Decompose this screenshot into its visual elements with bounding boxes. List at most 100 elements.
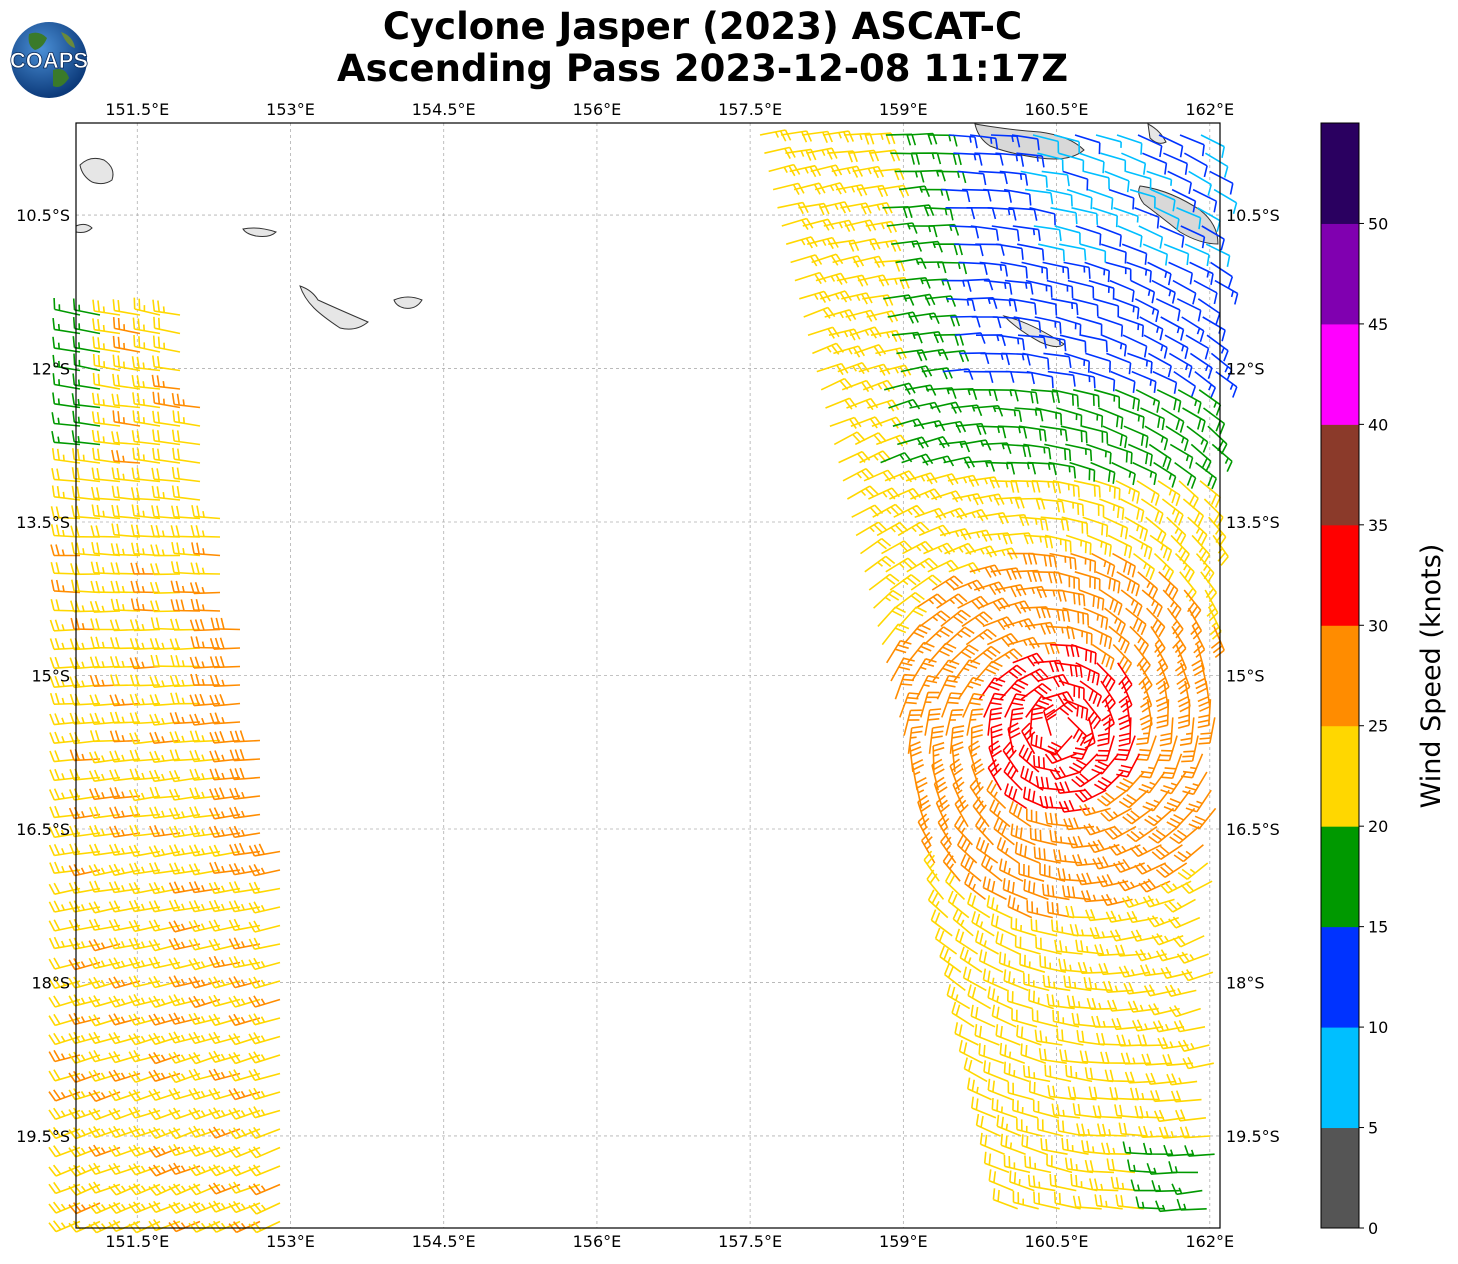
- wind-barb: [109, 787, 141, 800]
- lon-tick-label-top: 151.5°E: [105, 100, 169, 119]
- wind-barb: [1205, 243, 1231, 267]
- wind-barb: [999, 1042, 1026, 1064]
- wind-barb: [1089, 1178, 1119, 1192]
- wind-barb: [1118, 965, 1151, 978]
- wind-barb: [1117, 225, 1143, 248]
- wind-barb: [1001, 352, 1031, 366]
- wind-barb: [1052, 480, 1080, 498]
- wind-barb: [248, 901, 281, 914]
- wind-barb: [1139, 964, 1172, 977]
- wind-barb: [151, 505, 181, 520]
- wind-barb: [1148, 825, 1179, 844]
- wind-barb: [1029, 207, 1056, 226]
- wind-barb: [1126, 825, 1158, 843]
- wind-barb: [1101, 334, 1127, 357]
- wind-barb: [1197, 298, 1221, 325]
- wind-barb: [248, 937, 281, 950]
- wind-barb: [1095, 134, 1122, 148]
- wind-barb: [1074, 788, 1107, 803]
- wind-barb: [1033, 755, 1061, 773]
- wind-barb: [869, 149, 901, 162]
- wind-barb: [132, 317, 161, 335]
- wind-barb: [1056, 407, 1083, 427]
- wind-barb: [1039, 955, 1067, 973]
- colorbar-segment: [1321, 323, 1359, 425]
- wind-barb: [72, 410, 101, 427]
- wind-barb: [986, 779, 1007, 809]
- wind-barb: [1214, 279, 1239, 305]
- wind-barb: [168, 1070, 201, 1084]
- wind-barb: [968, 476, 1001, 489]
- wind-barb: [69, 749, 101, 762]
- wind-barb: [152, 299, 181, 316]
- wind-barb: [248, 1183, 281, 1196]
- wind-barb: [1041, 607, 1071, 623]
- lon-tick-label-top: 162°E: [1185, 100, 1234, 119]
- wind-barb: [843, 132, 875, 145]
- wind-barb: [1096, 874, 1129, 888]
- wind-barb: [1174, 553, 1195, 583]
- wind-barb: [171, 541, 201, 557]
- wind-barb: [88, 939, 121, 952]
- wind-barb: [915, 776, 928, 809]
- wind-barb: [1181, 735, 1199, 763]
- wind-barb: [970, 645, 1001, 664]
- wind-barb: [1163, 789, 1191, 812]
- wind-barb: [1038, 1048, 1067, 1064]
- wind-barb: [905, 384, 937, 396]
- wind-barb: [1155, 662, 1170, 695]
- wind-barb: [1024, 188, 1054, 205]
- wind-barb: [1033, 659, 1065, 673]
- wind-barb: [188, 1107, 221, 1120]
- wind-barb: [248, 1051, 281, 1064]
- wind-barb: [1158, 735, 1178, 762]
- wind-barb: [1019, 953, 1046, 973]
- wind-barb: [229, 787, 261, 800]
- wind-barb: [1021, 1134, 1047, 1155]
- wind-barb: [1137, 134, 1163, 158]
- wind-barbs: [48, 129, 1239, 1234]
- wind-barb: [130, 562, 161, 575]
- wind-barb: [48, 976, 81, 990]
- wind-barb: [1010, 916, 1037, 937]
- wind-barb: [852, 165, 885, 179]
- wind-barb: [1012, 225, 1041, 241]
- wind-barb: [1078, 589, 1105, 611]
- wind-barb: [48, 936, 81, 950]
- wind-barb: [954, 795, 969, 827]
- wind-barb: [968, 740, 981, 773]
- wind-barb: [1009, 298, 1037, 315]
- wind-barb: [1118, 717, 1132, 747]
- wind-barb: [129, 619, 161, 632]
- wind-barb: [1086, 997, 1117, 1010]
- wind-barb: [168, 1012, 201, 1025]
- wind-barb: [868, 487, 900, 500]
- wind-barb: [890, 152, 920, 165]
- wind-barb: [89, 880, 121, 893]
- colorbar-segment: [1321, 424, 1359, 526]
- wind-barb: [1061, 516, 1089, 535]
- wind-barb: [828, 328, 861, 341]
- wind-barb: [1160, 771, 1187, 795]
- wind-barb: [152, 335, 181, 353]
- wind-barb: [835, 184, 868, 197]
- wind-barb: [1122, 807, 1154, 825]
- colorbar-tick-label: 5: [1368, 1119, 1378, 1138]
- wind-barb: [92, 318, 121, 335]
- wind-barb: [1095, 735, 1115, 762]
- wind-barb: [1130, 929, 1163, 942]
- wind-barb: [228, 881, 261, 894]
- wind-barb: [987, 707, 1003, 736]
- wind-barb: [1037, 1118, 1064, 1137]
- wind-barb: [931, 575, 964, 591]
- wind-barb: [955, 422, 987, 436]
- wind-barb: [148, 919, 181, 932]
- wind-barb: [48, 1107, 81, 1121]
- wind-barb: [110, 598, 141, 612]
- wind-barb: [995, 664, 1027, 682]
- wind-barb: [1122, 1141, 1152, 1155]
- wind-barb: [88, 1050, 121, 1063]
- wind-barb: [168, 1051, 201, 1064]
- wind-barb: [894, 673, 916, 700]
- wind-barb: [1020, 765, 1044, 791]
